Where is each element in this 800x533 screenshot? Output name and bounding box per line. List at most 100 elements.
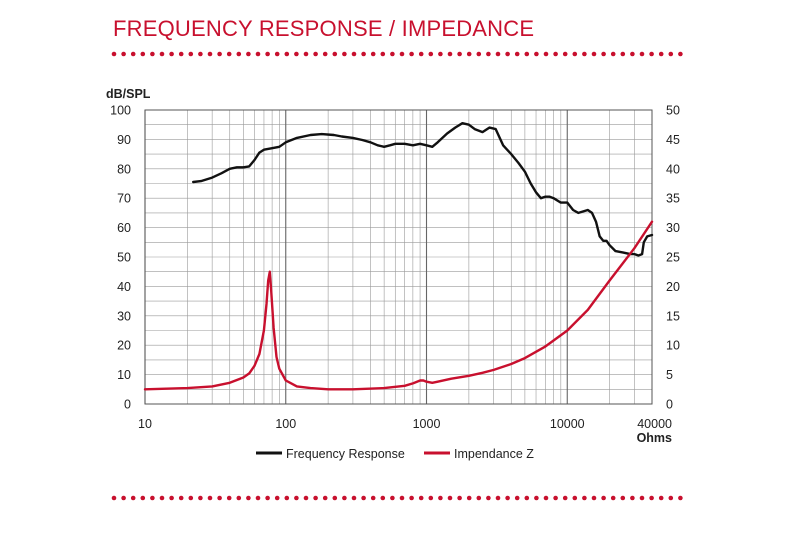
y2-tick-label: 35: [666, 192, 680, 206]
divider-dot: [351, 495, 357, 501]
y2-tick-label: 20: [666, 280, 680, 294]
chart-tick-labels: 0102030405060708090100051015202530354045…: [110, 104, 680, 432]
divider-dot: [591, 495, 597, 501]
divider-dot: [486, 495, 491, 501]
y2-tick-label: 15: [666, 309, 680, 323]
divider-dot: [198, 495, 203, 501]
divider-dot: [438, 51, 443, 57]
divider-dot: [294, 495, 299, 501]
divider-dot: [447, 51, 453, 57]
divider-dot: [649, 495, 654, 501]
y2-tick-label: 40: [666, 162, 680, 176]
y-tick-label: 90: [117, 133, 131, 147]
divider-dot: [505, 495, 510, 501]
divider-dot: [668, 51, 674, 57]
divider-dot: [217, 51, 222, 57]
divider-dot: [226, 51, 232, 57]
divider-dot: [438, 495, 443, 501]
y2-tick-label: 30: [666, 221, 680, 235]
divider-dot: [111, 495, 117, 501]
divider-dot: [678, 495, 683, 501]
divider-dot: [610, 495, 616, 501]
divider-dot: [322, 51, 328, 57]
divider-dot: [121, 51, 126, 57]
divider-dot: [486, 51, 491, 57]
divider-dot: [658, 51, 664, 57]
divider-dot: [236, 51, 242, 57]
divider-dot: [380, 495, 386, 501]
y-axis-label: dB/SPL: [106, 87, 151, 101]
divider-dot: [380, 51, 386, 57]
divider-dot: [409, 51, 414, 57]
divider-dot: [495, 51, 501, 57]
divider-dot: [342, 495, 347, 501]
divider-dot: [610, 51, 616, 57]
divider-dot: [630, 495, 635, 501]
divider-dot: [159, 51, 165, 57]
divider-dot: [246, 51, 251, 57]
y-tick-label: 10: [117, 368, 131, 382]
divider-dot: [169, 51, 174, 57]
divider-dot: [457, 51, 462, 57]
divider-dot: [399, 495, 405, 501]
divider-dot: [658, 495, 664, 501]
divider-dot: [188, 495, 194, 501]
divider-dot: [255, 495, 261, 501]
y2-tick-label: 5: [666, 368, 673, 382]
divider-dot: [226, 495, 232, 501]
divider-dot: [582, 51, 587, 57]
divider-dot: [428, 51, 434, 57]
chart-legend: Frequency Response Impendance Z: [256, 447, 534, 461]
divider-dot: [543, 51, 549, 57]
divider-dot: [639, 51, 645, 57]
divider-dot: [649, 51, 654, 57]
y-tick-label: 20: [117, 339, 131, 353]
legend-label-impedance: Impendance Z: [454, 447, 534, 461]
y-tick-label: 40: [117, 280, 131, 294]
divider-dot: [265, 51, 270, 57]
divider-dot: [370, 51, 376, 57]
divider-dot: [207, 495, 213, 501]
divider-dot: [668, 495, 674, 501]
divider-dot: [130, 51, 136, 57]
divider-dot: [111, 51, 117, 57]
divider-dot: [159, 495, 165, 501]
bottom-dotted-divider: [111, 495, 683, 501]
y-tick-label: 30: [117, 309, 131, 323]
divider-dot: [466, 495, 472, 501]
divider-dot: [582, 495, 587, 501]
divider-dot: [332, 495, 338, 501]
divider-dot: [562, 51, 568, 57]
divider-dot: [332, 51, 338, 57]
divider-dot: [207, 51, 213, 57]
divider-dot: [322, 495, 328, 501]
divider-dot: [466, 51, 472, 57]
x-tick-label: 100: [275, 417, 296, 431]
frequency-response-line: [192, 122, 654, 257]
divider-dot: [140, 495, 146, 501]
divider-dot: [553, 51, 558, 57]
divider-dot: [543, 495, 549, 501]
divider-dot: [178, 495, 184, 501]
divider-dot: [390, 51, 395, 57]
divider-dot: [274, 495, 280, 501]
y2-tick-label: 10: [666, 339, 680, 353]
divider-dot: [246, 495, 251, 501]
x-axis-label: Ohms: [637, 431, 672, 445]
impedance-line: [143, 220, 654, 391]
divider-dot: [409, 495, 414, 501]
divider-dot: [524, 495, 530, 501]
divider-dot: [284, 495, 290, 501]
divider-dot: [572, 51, 578, 57]
divider-dot: [562, 495, 568, 501]
divider-dot: [678, 51, 683, 57]
divider-dot: [198, 51, 203, 57]
divider-dot: [476, 495, 482, 501]
divider-dot: [150, 51, 155, 57]
y-tick-label: 60: [117, 221, 131, 235]
divider-dot: [130, 495, 136, 501]
divider-dot: [457, 495, 462, 501]
divider-dot: [303, 495, 309, 501]
divider-dot: [514, 495, 520, 501]
divider-dot: [351, 51, 357, 57]
